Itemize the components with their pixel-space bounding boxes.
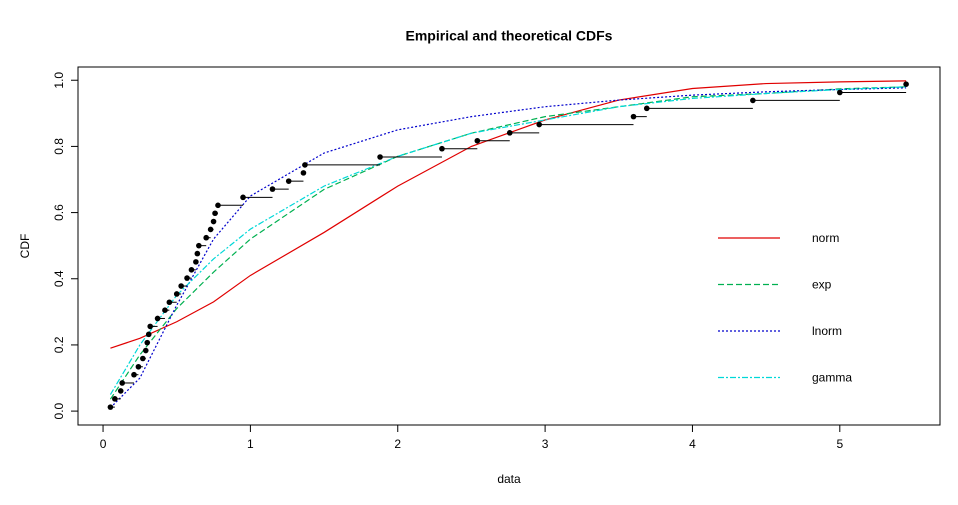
ecdf-point [474,137,481,144]
ecdf-point [269,186,276,192]
ecdf-point [630,113,637,120]
x-tick-label: 1 [247,437,254,451]
x-axis-label: data [497,472,521,486]
ecdf-point [203,234,209,241]
x-tick-label: 3 [542,437,549,451]
x-tick-label: 5 [836,437,843,451]
ecdf-point [142,347,149,354]
chart-title: Empirical and theoretical CDFs [406,28,613,44]
ecdf-point [140,355,146,362]
ecdf-point [178,283,184,289]
cdf-curve [109,86,907,395]
ecdf-point [196,242,202,249]
ecdf-point [302,162,308,168]
y-tick-label: 0.4 [52,270,66,287]
ecdf-point [184,275,190,281]
y-tick-label: 0.8 [52,138,66,155]
x-tick-label: 4 [689,437,696,451]
ecdf-point [135,363,142,370]
ecdf-point [188,267,195,273]
ecdf-point [166,299,173,306]
legend-label: exp [812,278,832,292]
y-tick-label: 1.0 [52,72,66,89]
ecdf-point [131,371,137,378]
y-axis-label: CDF [18,234,32,259]
ecdf-point [215,202,221,209]
cdf-curve [109,86,907,400]
x-tick-label: 2 [394,437,401,451]
ecdf-point [837,89,843,96]
ecdf-point [144,339,151,346]
ecdf-point [377,154,383,160]
y-tick-label: 0.2 [52,336,66,353]
legend-label: lnorm [812,324,842,338]
ecdf-point [536,121,543,128]
ecdf-point [212,210,218,217]
ecdf-point [173,291,180,297]
ecdf-point [107,404,114,410]
ecdf-point [506,130,513,136]
ecdf-point [207,226,214,233]
ecdf-point [154,315,161,322]
ecdf-point [117,388,124,394]
ecdf-point [240,194,246,201]
ecdf-point [439,145,445,152]
ecdf-point [210,218,217,225]
ecdf-point [643,105,650,112]
ecdf-point [112,396,118,402]
cdf-curve [110,80,907,349]
ecdf-point [300,170,307,176]
legend-label: norm [812,231,839,245]
x-tick-label: 0 [100,437,107,451]
ecdf-point [145,331,152,338]
cdf-curve [109,87,907,409]
y-tick-label: 0.0 [52,402,66,419]
ecdf-point [903,81,909,88]
ecdf-point [193,259,199,265]
ecdf-point [162,307,168,313]
y-tick-label: 0.6 [52,204,66,221]
legend-label: gamma [812,371,852,385]
ecdf-point [285,178,292,184]
ecdf-point [119,380,126,386]
ecdf-point [750,97,756,104]
ecdf-point [147,323,154,330]
ecdf-point [194,250,201,257]
plot-frame [77,66,941,426]
